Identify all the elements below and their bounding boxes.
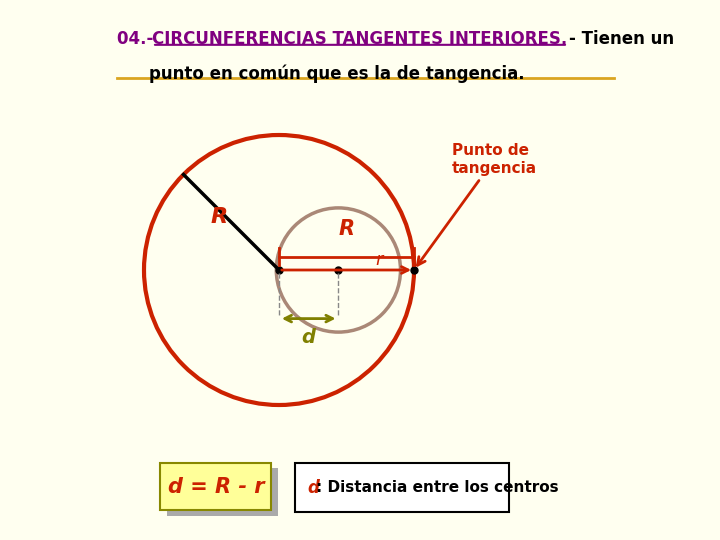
Text: Punto de
tangencia: Punto de tangencia xyxy=(418,143,537,265)
Text: d: d xyxy=(302,328,315,347)
Text: R: R xyxy=(338,219,354,240)
Text: - Tienen un: - Tienen un xyxy=(569,30,674,48)
FancyBboxPatch shape xyxy=(167,468,278,516)
Text: : Distancia entre los centros: : Distancia entre los centros xyxy=(316,480,558,495)
FancyBboxPatch shape xyxy=(160,463,271,510)
Text: CIRCUNFERENCIAS TANGENTES INTERIORES.: CIRCUNFERENCIAS TANGENTES INTERIORES. xyxy=(152,30,567,48)
Text: 04.-: 04.- xyxy=(117,30,159,48)
Text: d = R - r: d = R - r xyxy=(168,476,264,497)
Text: d: d xyxy=(307,478,319,497)
Text: punto en común que es la de tangencia.: punto en común que es la de tangencia. xyxy=(150,65,525,83)
Text: R: R xyxy=(211,207,228,227)
Text: r: r xyxy=(375,251,382,269)
FancyBboxPatch shape xyxy=(295,463,508,512)
